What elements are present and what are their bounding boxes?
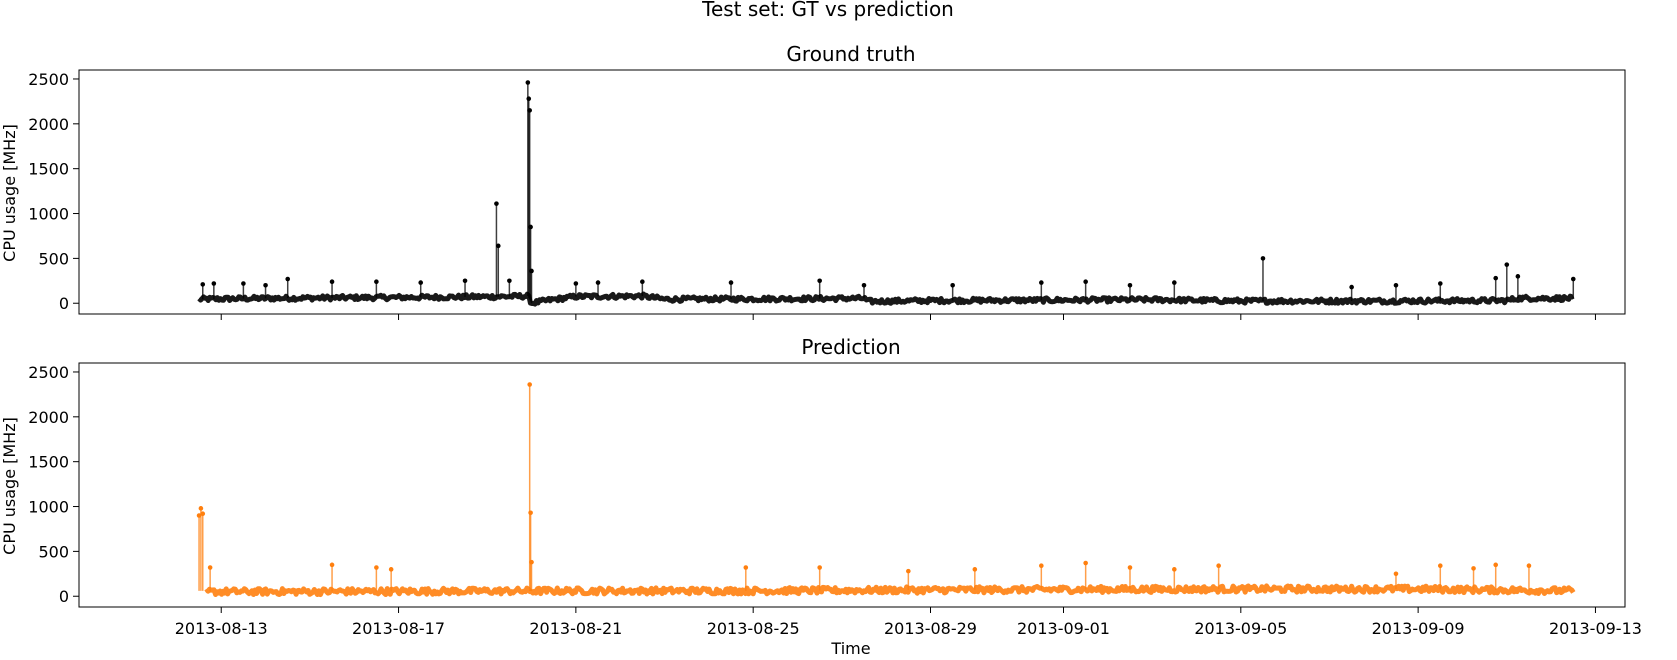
prediction-y-tick-label: 2000 — [28, 408, 69, 427]
ground-truth-spike-point — [861, 282, 867, 288]
ground-truth-title: Ground truth — [786, 42, 915, 66]
ground-truth-spike-point — [1172, 280, 1177, 285]
ground-truth-spike-point — [374, 279, 379, 285]
x-tick-label: 2013-08-13 — [175, 619, 268, 638]
prediction-y-tick-label: 0 — [59, 587, 69, 606]
prediction-series-line — [204, 583, 1576, 598]
prediction-spike-point — [1039, 563, 1044, 569]
ground-truth-spike-point — [1393, 282, 1399, 288]
prediction-spike-point — [817, 565, 822, 570]
ground-truth-spike-point — [263, 282, 268, 288]
ground-truth-spike-point — [595, 280, 601, 285]
ground-truth-spike-point — [525, 80, 531, 85]
x-tick-label: 2013-09-01 — [1017, 619, 1110, 638]
ground-truth-spike-point — [211, 281, 217, 286]
ground-truth-spike-point — [495, 243, 501, 249]
prediction-y-tick-label: 1000 — [28, 498, 69, 517]
prediction-panel: Prediction CPU usage [MHz] 0 500 1000 1500 2… — [0, 335, 1642, 638]
ground-truth-spike-point — [526, 96, 532, 102]
prediction-spike-point — [906, 568, 911, 574]
prediction-axes-frame — [78, 362, 1626, 608]
ground-truth-spike-point — [573, 281, 579, 286]
prediction-ylabel: CPU usage [MHz] — [0, 417, 19, 555]
prediction-spike-point — [1393, 571, 1399, 577]
ground-truth-spike-point — [1493, 275, 1499, 281]
prediction-spike-point — [972, 567, 978, 572]
figure-title: Test set: GT vs prediction — [701, 0, 954, 21]
prediction-spike-point — [1083, 560, 1088, 566]
prediction-spike-point — [207, 565, 213, 570]
ground-truth-spike-point — [528, 224, 533, 230]
ground-truth-spike-point — [507, 278, 512, 284]
ground-truth-spike-point — [728, 280, 734, 285]
ground-truth-y-tick-label: 1000 — [28, 205, 69, 224]
ground-truth-spike-point — [200, 282, 206, 287]
ground-truth-ylabel: CPU usage [MHz] — [0, 124, 19, 262]
ground-truth-series-line — [197, 291, 1575, 307]
ground-truth-y-tick-label: 0 — [59, 294, 69, 313]
prediction-spike-point — [1127, 565, 1133, 570]
prediction-spike-point — [1437, 563, 1443, 569]
ground-truth-y-tick-label: 2500 — [28, 70, 69, 89]
prediction-spike-point — [1172, 567, 1177, 572]
x-tick-label: 2013-08-17 — [352, 619, 445, 638]
x-tick-label: 2013-08-21 — [529, 619, 622, 638]
ground-truth-spike-point — [1083, 279, 1088, 285]
x-tick-label: 2013-09-13 — [1549, 619, 1642, 638]
ground-truth-spike-point — [1570, 276, 1576, 282]
prediction-spike-point — [529, 559, 534, 565]
ground-truth-spike-point — [329, 279, 335, 285]
prediction-spike-point — [1493, 562, 1499, 568]
x-tick-label: 2013-08-25 — [707, 619, 800, 638]
prediction-spike-point — [743, 565, 749, 570]
prediction-plot-area — [196, 382, 1576, 598]
ground-truth-spike-point — [529, 268, 534, 274]
prediction-y-tick-label: 500 — [38, 542, 69, 561]
ground-truth-axes-frame — [78, 69, 1626, 315]
prediction-y-tick-label: 1500 — [28, 453, 69, 472]
ground-truth-spike-point — [285, 276, 291, 282]
prediction-spike-point — [528, 510, 533, 516]
ground-truth-spike-point — [817, 278, 822, 284]
ground-truth-spike-point — [1260, 256, 1266, 261]
prediction-title: Prediction — [801, 335, 900, 359]
ground-truth-spike-point — [1039, 280, 1044, 285]
ground-truth-spike-point — [950, 282, 955, 288]
prediction-spike-point — [374, 565, 379, 570]
ground-truth-spike-point — [462, 278, 468, 284]
ground-truth-spike-point — [1437, 281, 1443, 286]
ground-truth-panel: Ground truth CPU usage [MHz] 0 500 1000 150… — [0, 42, 1626, 320]
ground-truth-spike-point — [1349, 284, 1354, 290]
ground-truth-plot-area — [197, 80, 1576, 307]
ground-truth-y-tick-label: 1500 — [28, 160, 69, 179]
x-axis-label: Time — [830, 639, 870, 658]
prediction-spike-point — [329, 562, 335, 568]
prediction-spike-point — [1471, 566, 1476, 571]
ground-truth-spike-point — [527, 108, 532, 113]
ground-truth-spike-point — [1127, 282, 1133, 288]
ground-truth-y-tick-label: 2000 — [28, 115, 69, 134]
x-tick-label: 2013-08-29 — [884, 619, 977, 638]
prediction-spike-point — [388, 567, 394, 572]
x-tick-label: 2013-09-09 — [1372, 619, 1465, 638]
prediction-y-tick-label: 2500 — [28, 363, 69, 382]
prediction-spike-point — [1526, 563, 1532, 569]
prediction-spike-point — [200, 511, 206, 517]
ground-truth-spike-point — [418, 280, 424, 285]
x-tick-label: 2013-09-05 — [1194, 619, 1287, 638]
ground-truth-spike-point — [640, 279, 645, 285]
ground-truth-spike-point — [241, 281, 246, 286]
prediction-spike-point — [1216, 563, 1221, 569]
ground-truth-y-tick-label: 500 — [38, 249, 69, 268]
ground-truth-spike-point — [1515, 274, 1521, 279]
ground-truth-spike-point — [494, 201, 499, 206]
ground-truth-spike-point — [1504, 262, 1510, 267]
prediction-spike-point — [527, 382, 532, 387]
prediction-spike-point — [198, 506, 204, 511]
